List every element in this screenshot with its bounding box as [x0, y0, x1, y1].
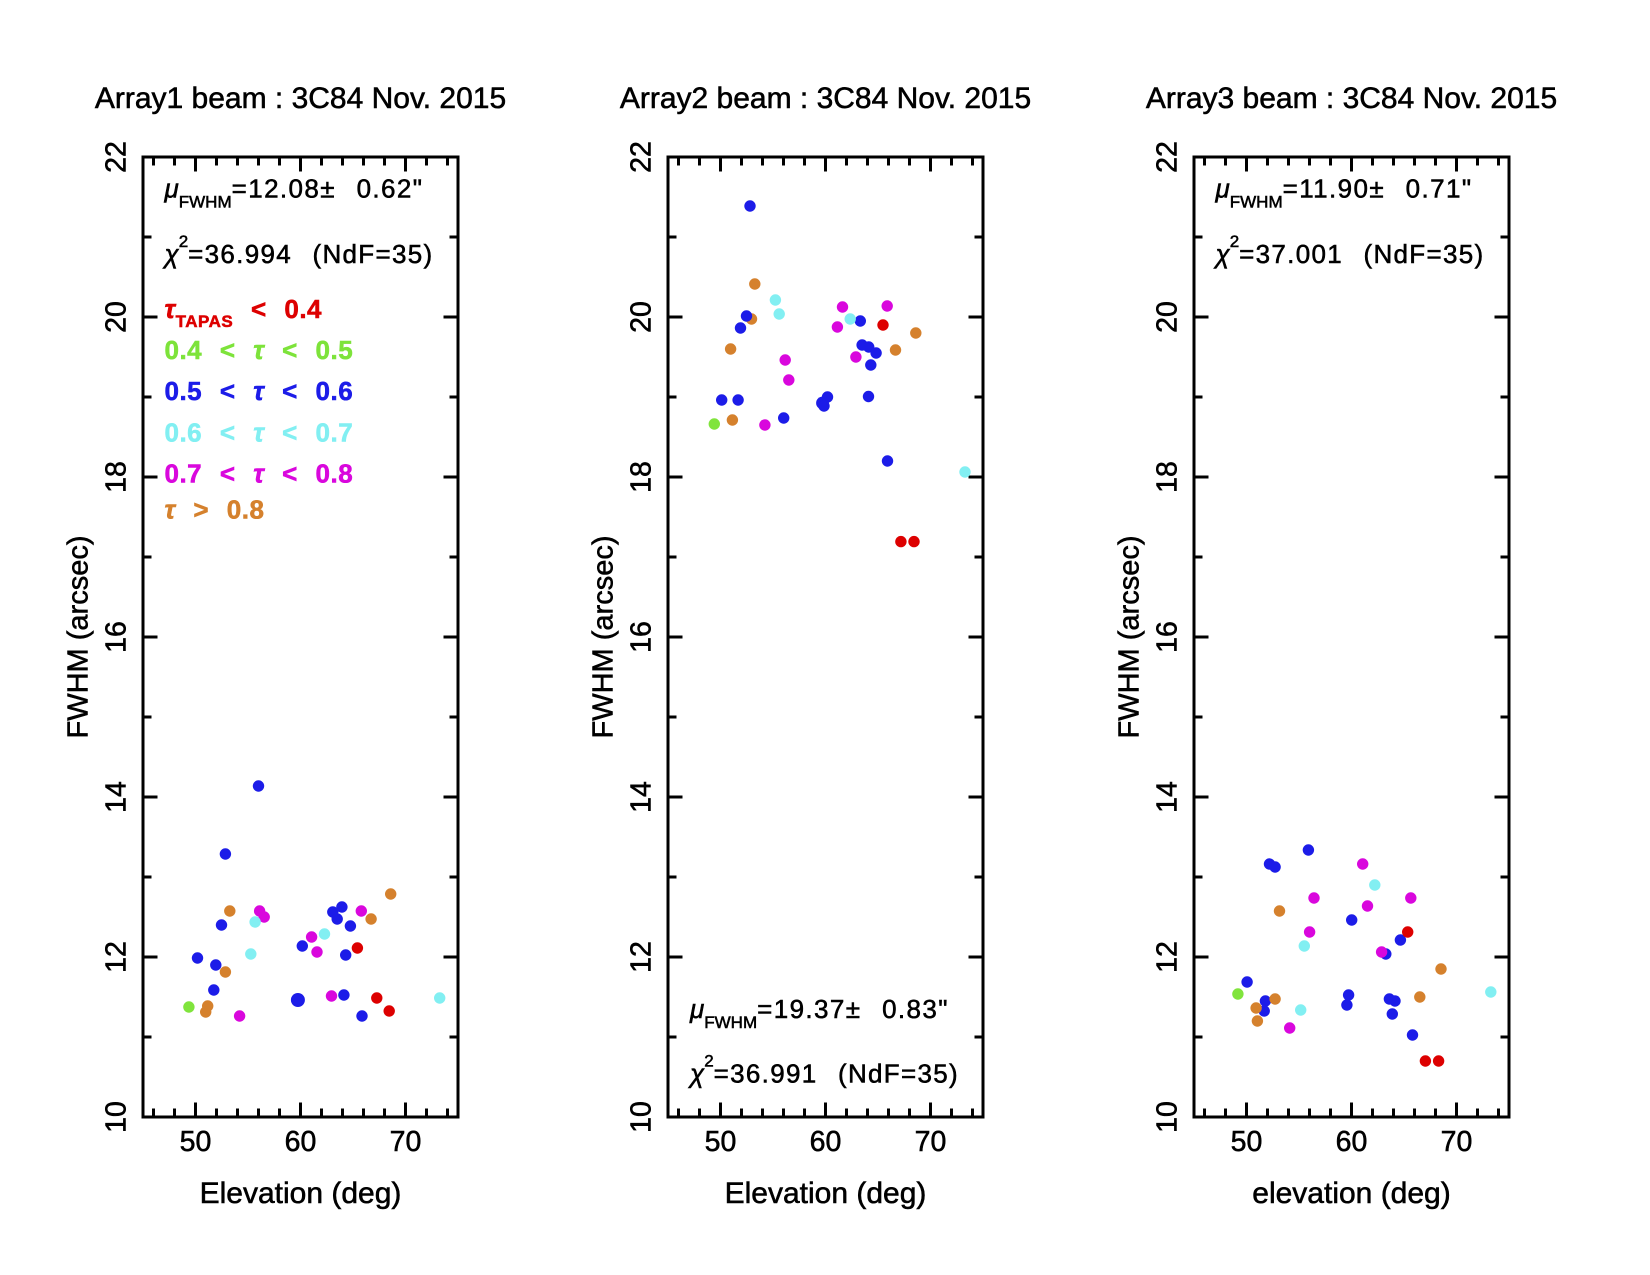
- svg-text:0.7 < τ < 0.8: 0.7 < τ < 0.8: [165, 459, 354, 489]
- svg-text:16: 16: [101, 621, 133, 653]
- svg-text:70: 70: [1441, 1126, 1473, 1158]
- svg-text:μFWHM=12.08± 0.62": μFWHM=12.08± 0.62": [164, 174, 424, 212]
- svg-text:μFWHM=19.37± 0.83": μFWHM=19.37± 0.83": [689, 994, 949, 1032]
- svg-text:0.5 < τ < 0.6: 0.5 < τ < 0.6: [165, 376, 354, 406]
- svg-text:16: 16: [626, 621, 658, 653]
- svg-text:0.6 < τ < 0.7: 0.6 < τ < 0.7: [165, 418, 354, 448]
- svg-text:22: 22: [1152, 141, 1184, 173]
- svg-text:τTAPAS < 0.4: τTAPAS < 0.4: [165, 294, 323, 331]
- svg-text:Array3 beam : 3C84 Nov. 2015: Array3 beam : 3C84 Nov. 2015: [1146, 82, 1557, 115]
- svg-text:τ > 0.8: τ > 0.8: [165, 495, 265, 525]
- svg-text:10: 10: [626, 1101, 658, 1133]
- svg-text:18: 18: [626, 461, 658, 493]
- svg-text:0.4 < τ < 0.5: 0.4 < τ < 0.5: [165, 335, 354, 365]
- svg-text:Elevation (deg): Elevation (deg): [725, 1177, 927, 1210]
- svg-text:14: 14: [101, 781, 133, 813]
- svg-text:20: 20: [101, 301, 133, 333]
- svg-text:20: 20: [626, 301, 658, 333]
- svg-text:FWHM (arcsec): FWHM (arcsec): [1114, 536, 1146, 739]
- svg-text:18: 18: [1152, 461, 1184, 493]
- svg-text:60: 60: [285, 1126, 317, 1158]
- svg-text:16: 16: [1152, 621, 1184, 653]
- svg-text:FWHM (arcsec): FWHM (arcsec): [63, 536, 95, 739]
- svg-text:χ2=37.001 (NdF=35): χ2=37.001 (NdF=35): [1214, 232, 1485, 269]
- svg-text:14: 14: [1152, 781, 1184, 813]
- svg-text:60: 60: [1336, 1126, 1368, 1158]
- svg-text:70: 70: [390, 1126, 422, 1158]
- svg-text:12: 12: [1152, 941, 1184, 973]
- svg-text:50: 50: [705, 1126, 737, 1158]
- svg-text:18: 18: [101, 461, 133, 493]
- svg-text:12: 12: [101, 941, 133, 973]
- svg-text:Array1 beam : 3C84 Nov. 2015: Array1 beam : 3C84 Nov. 2015: [95, 82, 506, 115]
- svg-text:60: 60: [810, 1126, 842, 1158]
- svg-text:70: 70: [915, 1126, 947, 1158]
- svg-text:50: 50: [180, 1126, 212, 1158]
- svg-text:50: 50: [1231, 1126, 1263, 1158]
- svg-text:14: 14: [626, 781, 658, 813]
- svg-text:Elevation (deg): Elevation (deg): [200, 1177, 402, 1210]
- svg-text:FWHM (arcsec): FWHM (arcsec): [588, 536, 620, 739]
- svg-text:22: 22: [626, 141, 658, 173]
- svg-text:μFWHM=11.90± 0.71": μFWHM=11.90± 0.71": [1215, 174, 1473, 212]
- svg-text:20: 20: [1152, 301, 1184, 333]
- svg-text:χ2=36.991 (NdF=35): χ2=36.991 (NdF=35): [688, 1052, 959, 1089]
- svg-text:10: 10: [1152, 1101, 1184, 1133]
- svg-text:elevation (deg): elevation (deg): [1252, 1177, 1450, 1210]
- svg-text:12: 12: [626, 941, 658, 973]
- svg-text:χ2=36.994 (NdF=35): χ2=36.994 (NdF=35): [163, 232, 434, 269]
- svg-text:22: 22: [101, 141, 133, 173]
- svg-text:10: 10: [101, 1101, 133, 1133]
- svg-text:Array2 beam : 3C84 Nov. 2015: Array2 beam : 3C84 Nov. 2015: [620, 82, 1031, 115]
